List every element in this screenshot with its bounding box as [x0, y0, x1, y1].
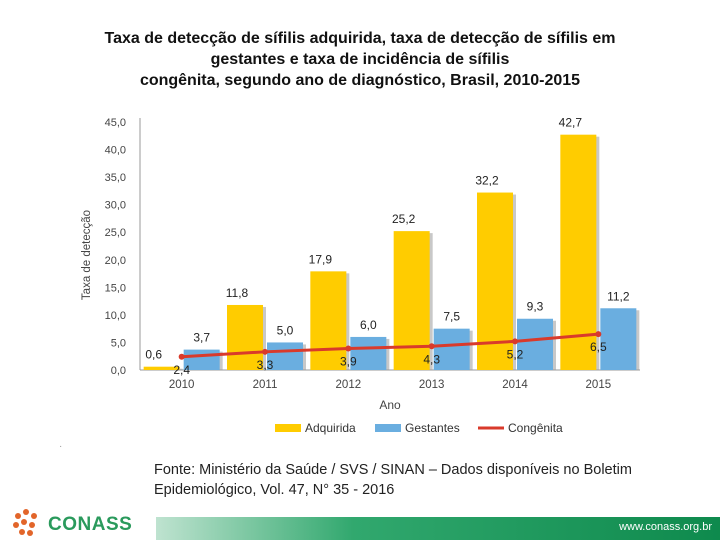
data-label-gestantes: 3,7	[193, 331, 210, 345]
bar-adquirida-2011	[227, 304, 263, 370]
x-tick-label: 2010	[169, 379, 195, 391]
decorative-dot: ·	[59, 441, 63, 452]
line-congenita	[181, 332, 599, 359]
data-label-congenita: 6,5	[590, 340, 607, 354]
data-label-adquirida: 25,2	[392, 212, 416, 226]
x-tick-label: 2011	[253, 379, 278, 391]
legend-label-adquirida: Adquirida	[305, 421, 356, 435]
x-tick-label: 2014	[502, 379, 528, 391]
source-line-2: Epidemiológico, Vol. 47, N° 35 - 2016	[154, 482, 395, 498]
chart-title: Taxa de detecção de sífilis adquirida, t…	[40, 28, 680, 91]
y-tick-label: 5,0	[111, 337, 126, 349]
y-tick-label: 20,0	[105, 255, 126, 267]
data-label-adquirida: 32,2	[475, 174, 499, 188]
point-congenita-2014	[512, 338, 518, 345]
point-congenita-2011	[262, 348, 268, 355]
y-tick-label: 30,0	[105, 200, 126, 212]
data-label-gestantes: 6,0	[360, 318, 377, 332]
y-tick-label: 15,0	[105, 282, 126, 294]
source-line-1: Fonte: Ministério da Saúde / SVS / SINAN…	[154, 462, 632, 478]
data-label-congenita: 3,9	[340, 355, 357, 369]
logo-text: CONASS	[48, 514, 133, 535]
point-congenita-2013	[428, 343, 435, 350]
y-tick-label: 40,0	[105, 145, 126, 157]
data-label-adquirida: 0,6	[145, 348, 162, 362]
y-tick-label: 25,0	[105, 227, 126, 239]
data-label-adquirida: 17,9	[309, 252, 333, 266]
data-label-congenita: 5,2	[507, 347, 524, 361]
data-label-congenita: 4,3	[423, 352, 440, 366]
bar-gestantes-2015	[600, 308, 637, 370]
y-tick-label: 0,0	[111, 365, 126, 377]
data-label-adquirida: 42,7	[559, 116, 583, 130]
x-tick-label: 2013	[419, 379, 445, 391]
data-label-congenita: 3,3	[257, 358, 274, 372]
data-label-congenita: 2,4	[173, 363, 190, 377]
data-label-gestantes: 9,3	[527, 300, 544, 314]
y-tick-label: 45,0	[105, 117, 126, 129]
conass-logo: CONASS	[10, 506, 150, 540]
legend-label-congênita: Congênita	[508, 421, 563, 435]
bar-gestantes-2011	[267, 342, 303, 370]
point-congenita-2010	[178, 353, 185, 360]
chart-title-line-1: Taxa de detecção de sífilis adquirida, t…	[104, 30, 616, 47]
chart-title-line-3: congênita, segundo ano de diagnóstico, B…	[139, 72, 581, 89]
x-axis-title: Ano	[379, 398, 401, 412]
data-label-gestantes: 5,0	[277, 323, 294, 337]
legend-swatch-adquirida	[275, 424, 301, 432]
footer-bar: www.conass.org.br	[156, 517, 720, 540]
chart-title-line-2: gestantes e taxa de incidência de sífili…	[210, 51, 510, 68]
bar-adquirida-2012	[310, 271, 347, 370]
bar-gestantes-2012	[350, 336, 387, 370]
point-congenita-2012	[345, 345, 352, 352]
x-tick-label: 2012	[336, 379, 362, 391]
point-congenita-2015	[595, 331, 602, 338]
bar-gestantes-2014	[517, 318, 553, 370]
source-note: Fonte: Ministério da Saúde / SVS / SINAN…	[154, 460, 694, 500]
x-tick-label: 2015	[586, 379, 612, 391]
bar-adquirida-2010	[143, 366, 180, 370]
y-tick-label: 10,0	[105, 310, 126, 322]
chart-svg: 0,0 5,0 10,0 15,0 20,0 25,0 30,0 35,0 40,0 45,0 Ta…	[81, 116, 640, 435]
legend-label-gestantes: Gestantes	[405, 421, 460, 435]
y-axis-title: Taxa de detecção	[81, 210, 93, 300]
y-tick-label: 35,0	[105, 172, 126, 184]
bar-adquirida-2013	[393, 231, 430, 370]
conass-logo-icon	[13, 509, 37, 536]
data-label-gestantes: 11,2	[607, 289, 630, 303]
bar-adquirida-2015	[560, 134, 597, 370]
bar-gestantes-2013	[433, 328, 470, 370]
legend-swatch-gestantes	[375, 424, 401, 432]
data-label-gestantes: 7,5	[443, 310, 460, 324]
footer-url[interactable]: www.conass.org.br	[619, 521, 712, 533]
data-label-adquirida: 11,8	[226, 286, 249, 300]
